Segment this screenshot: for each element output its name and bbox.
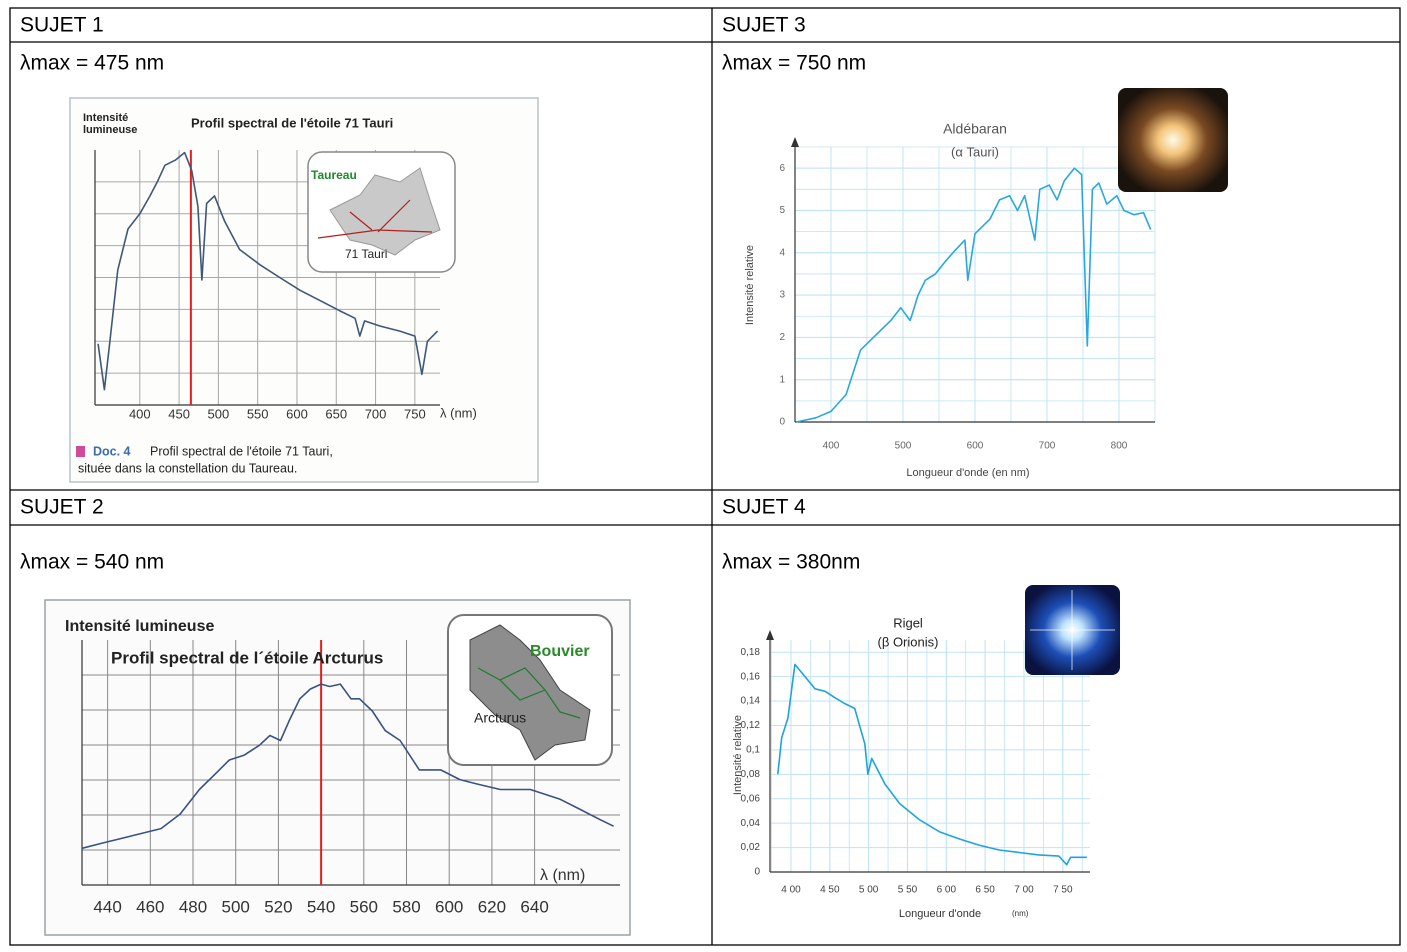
y-tick-label: 0,18 <box>741 647 761 658</box>
page: SUJET 1 λmax = 475 nm SUJET 3 λmax = 750… <box>0 0 1407 952</box>
x-tick-label: 500 <box>222 897 250 916</box>
x-tick-label: 650 <box>325 406 347 421</box>
chart-text: (nm) <box>1012 909 1029 918</box>
chart-text: Aldébaran <box>943 121 1007 137</box>
x-tick-label: 4 00 <box>781 885 801 896</box>
x-tick-label: 750 <box>404 406 426 421</box>
x-tick-label: 6 00 <box>937 885 957 896</box>
cell-header: SUJET 4 <box>722 496 806 519</box>
chart-text: Intensité lumineuse <box>65 618 214 635</box>
x-tick-label: 550 <box>247 406 269 421</box>
chart-text: λ (nm) <box>540 867 585 884</box>
y-tick-label: 4 <box>779 247 785 258</box>
x-tick-label: 4 50 <box>820 885 840 896</box>
x-tick-label: 580 <box>392 897 420 916</box>
inset-name: Taureau <box>311 168 357 182</box>
x-tick-label: 540 <box>307 897 335 916</box>
lambda-max: λmax = 540 nm <box>20 551 164 574</box>
chart-text: (α Tauri) <box>951 144 999 159</box>
x-tick-label: 600 <box>435 897 463 916</box>
x-tick-label: 5 50 <box>898 885 918 896</box>
x-tick-label: 500 <box>895 441 912 452</box>
y-tick-label: 0,02 <box>741 842 761 853</box>
chart-text: Longueur d'onde <box>899 908 981 920</box>
chart-text: Longueur d'onde (en nm) <box>906 467 1029 479</box>
inset-bouvier: Bouvier Arcturus <box>448 615 612 765</box>
y-tick-label: 0,16 <box>741 671 761 682</box>
x-tick-label: 6 50 <box>975 885 995 896</box>
caption-line: Profil spectral de l'étoile 71 Tauri, <box>150 444 333 458</box>
caption-tag: Doc. 4 <box>93 444 131 458</box>
x-tick-label: 520 <box>264 897 292 916</box>
x-tick-label: 7 50 <box>1053 885 1073 896</box>
x-tick-label: 7 00 <box>1014 885 1034 896</box>
x-tick-label: 800 <box>1111 441 1128 452</box>
x-tick-label: 5 00 <box>859 885 879 896</box>
inset-star: Arcturus <box>474 710 526 726</box>
chart-text: Profil spectral de l'étoile 71 Tauri <box>191 115 393 130</box>
x-tick-label: 700 <box>365 406 387 421</box>
x-tick-label: 600 <box>967 441 984 452</box>
cell-header: SUJET 1 <box>20 14 104 37</box>
star-photo <box>1118 88 1228 192</box>
y-axis-label: Intensité relative <box>732 715 744 795</box>
y-tick-label: 0,04 <box>741 818 761 829</box>
y-tick-label: 6 <box>779 163 785 174</box>
x-tick-label: 700 <box>1039 441 1056 452</box>
x-tick-label: 600 <box>286 406 308 421</box>
lambda-max: λmax = 475 nm <box>20 52 164 75</box>
chart-text: lumineuse <box>83 124 137 136</box>
axis-arrow <box>791 137 799 147</box>
x-tick-label: 450 <box>168 406 190 421</box>
x-tick-label: 640 <box>520 897 548 916</box>
inset-taureau: Taureau 71 Tauri <box>308 152 455 272</box>
y-tick-label: 0 <box>779 417 785 428</box>
x-tick-label: 400 <box>823 441 840 452</box>
lambda-max: λmax = 380nm <box>722 551 860 574</box>
x-tick-label: 400 <box>129 406 151 421</box>
y-tick-label: 3 <box>779 290 785 301</box>
x-tick-label: 460 <box>136 897 164 916</box>
chart-text: (β Orionis) <box>878 634 939 649</box>
inset-star: 71 Tauri <box>345 247 387 261</box>
x-tick-label: 620 <box>478 897 506 916</box>
y-tick-label: 1 <box>779 374 785 385</box>
star-photo <box>1025 585 1120 675</box>
y-tick-label: 0 <box>754 867 760 878</box>
cell-header: SUJET 3 <box>722 14 806 37</box>
chart-text: λ (nm) <box>440 405 477 420</box>
x-tick-label: 560 <box>350 897 378 916</box>
x-tick-label: 500 <box>208 406 230 421</box>
spectrum-line <box>778 664 1087 864</box>
inset-name: Bouvier <box>530 643 590 660</box>
cell-header: SUJET 2 <box>20 496 104 519</box>
axis-arrow <box>766 630 774 640</box>
lambda-max: λmax = 750 nm <box>722 52 866 75</box>
chart-text: Profil spectral de l´étoile Arcturus <box>111 648 383 667</box>
x-tick-label: 480 <box>179 897 207 916</box>
y-tick-label: 0,1 <box>746 745 760 756</box>
y-axis-label: Intensité relative <box>744 245 756 325</box>
y-tick-label: 2 <box>779 332 785 343</box>
caption-line: située dans la constellation du Taureau. <box>78 461 297 475</box>
x-tick-label: 440 <box>93 897 121 916</box>
y-tick-label: 0,14 <box>741 696 761 707</box>
chart-text: Rigel <box>893 615 923 630</box>
y-tick-label: 5 <box>779 205 785 216</box>
chart-text: Intensité <box>83 112 128 124</box>
